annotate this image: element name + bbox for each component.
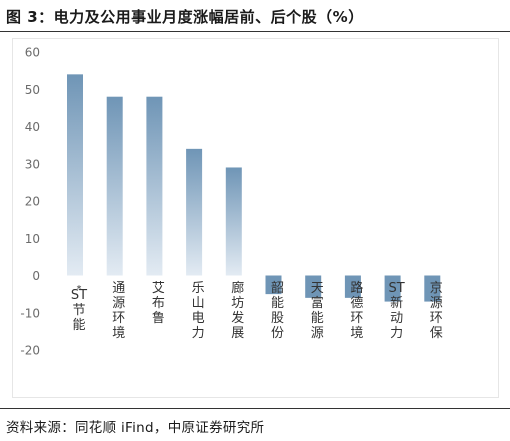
bar — [424, 275, 441, 302]
x-axis-labels: *ST 节能 通源环境 艾布鲁 乐山电力 廊坊发展 韶能股份 天富能源 路德环境 ST 新动力 京源环… — [71, 280, 443, 341]
y-tick-label: -20 — [20, 344, 40, 358]
x-tick-label: *ST 节能 — [71, 284, 87, 333]
bar — [225, 167, 242, 276]
x-tick-label: 路德环境 — [350, 280, 363, 341]
bar — [265, 275, 282, 295]
x-tick-label: 乐山电力 — [192, 281, 205, 341]
y-tick-label: 10 — [25, 232, 40, 246]
bar — [344, 275, 361, 298]
x-tick-label: ST 新动力 — [388, 281, 404, 341]
x-tick-label: 通源环境 — [112, 281, 125, 341]
bars — [67, 74, 441, 302]
bar — [186, 148, 203, 276]
y-axis-ticks: 60 50 40 30 20 10 0 -10 -20 — [20, 46, 40, 358]
x-tick-label: 韶能股份 — [271, 280, 284, 341]
x-tick-label: 廊坊发展 — [231, 280, 244, 341]
title-rule — [0, 31, 510, 32]
bar — [305, 275, 322, 298]
figure-title: 图 3：电力及公用事业月度涨幅居前、后个股（%） — [6, 8, 364, 26]
source-note: 资料来源：同花顺 iFind，中原证券研究所 — [6, 420, 265, 436]
y-tick-label: 40 — [25, 120, 40, 134]
bar — [106, 96, 123, 276]
bar — [67, 74, 83, 276]
bar — [146, 96, 163, 276]
bar — [384, 275, 401, 302]
y-tick-label: -10 — [20, 306, 40, 320]
y-tick-label: 60 — [25, 46, 40, 60]
x-tick-label: 艾布鲁 — [152, 281, 165, 326]
y-tick-label: 50 — [25, 83, 40, 97]
x-tick-label: 天富能源 — [311, 281, 324, 341]
y-tick-label: 30 — [25, 157, 40, 171]
y-tick-label: 0 — [32, 269, 40, 283]
y-tick-label: 20 — [25, 195, 40, 209]
source-rule — [0, 408, 510, 409]
x-tick-label: 京源环保 — [430, 281, 443, 341]
chart-frame — [12, 38, 499, 398]
